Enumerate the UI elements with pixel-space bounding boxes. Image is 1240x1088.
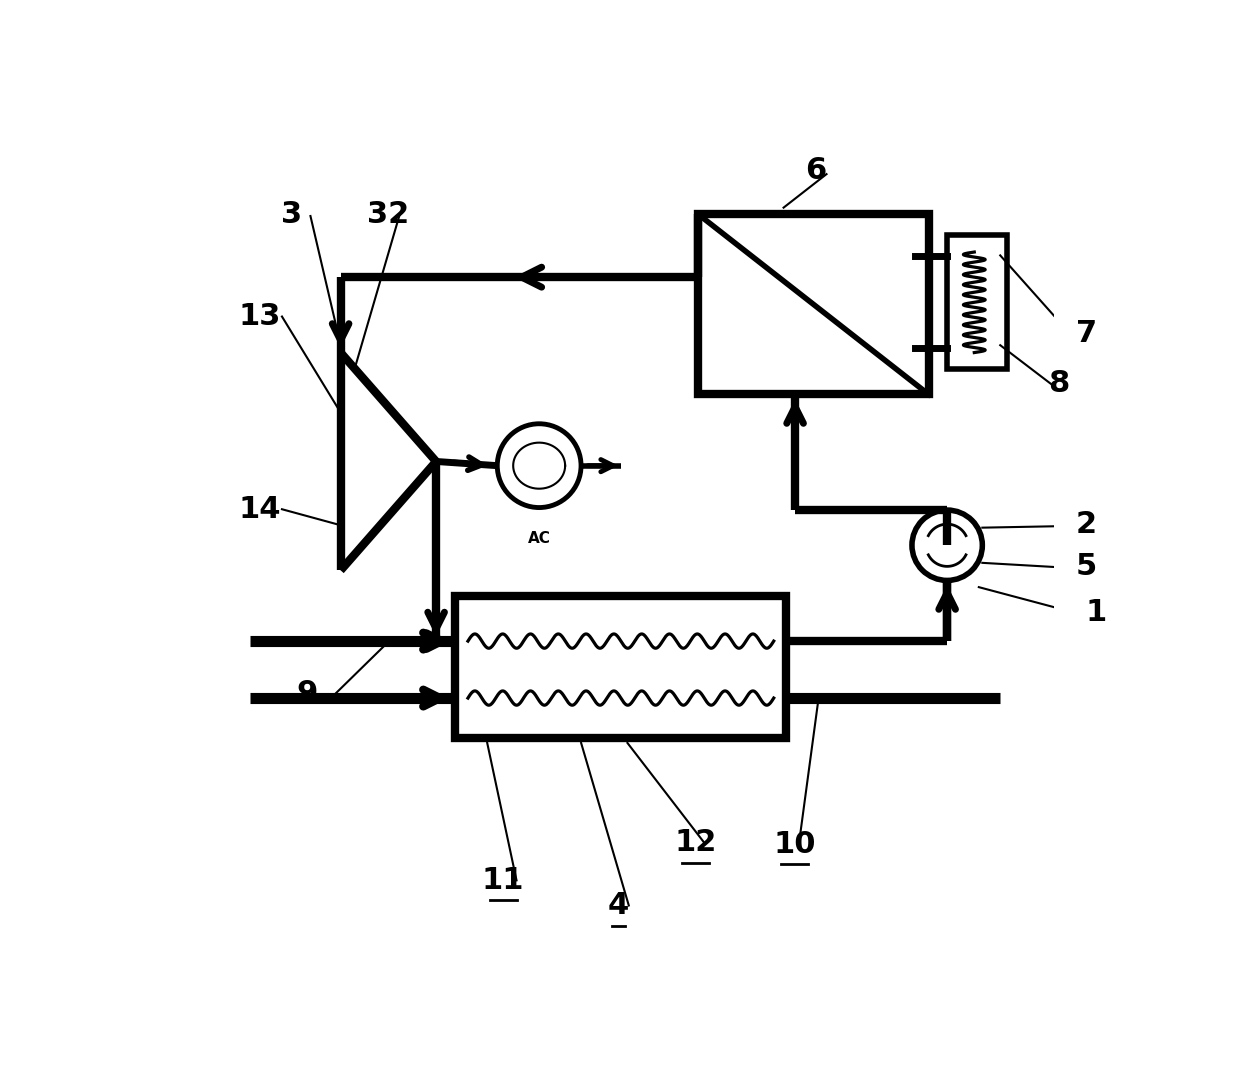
- Text: 1: 1: [1086, 597, 1107, 627]
- Text: 32: 32: [367, 200, 409, 228]
- Text: AC: AC: [528, 531, 551, 546]
- Text: 13: 13: [239, 302, 281, 331]
- Text: 9: 9: [296, 679, 317, 708]
- Text: 14: 14: [239, 495, 281, 523]
- Text: 12: 12: [675, 828, 717, 857]
- Text: 8: 8: [1048, 369, 1069, 398]
- Text: 4: 4: [608, 891, 630, 920]
- Bar: [455, 595, 786, 738]
- Text: 6: 6: [805, 157, 826, 185]
- Text: 3: 3: [281, 200, 303, 228]
- Text: 2: 2: [1075, 510, 1096, 539]
- Text: 11: 11: [482, 866, 525, 894]
- Bar: [947, 235, 1007, 369]
- Text: 7: 7: [1075, 319, 1096, 348]
- Text: 5: 5: [1075, 552, 1097, 581]
- Text: 10: 10: [774, 830, 816, 858]
- Bar: [698, 214, 929, 395]
